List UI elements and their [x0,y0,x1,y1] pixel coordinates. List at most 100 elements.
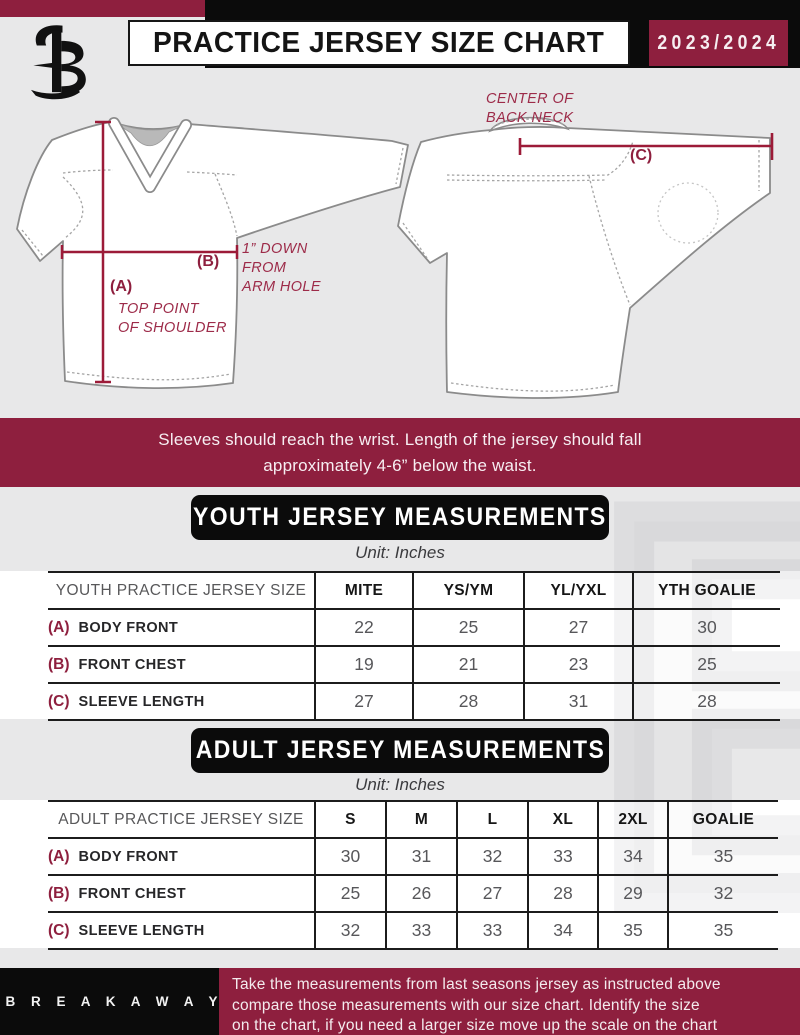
adult-col-size: ADULT PRACTICE JERSEY SIZE [48,800,315,839]
fit-notice-line1: Sleeves should reach the wrist. Length o… [158,429,642,449]
youth-row-sleeve-length: (C) SLEEVE LENGTH 27 28 31 28 [48,682,780,721]
youth-unit-label: Unit: Inches [355,543,445,562]
youth-header-row: YOUTH PRACTICE JERSEY SIZE MITE YS/YM YL… [48,571,780,610]
adult-col-xl: XL [527,800,598,839]
cell-value: 32 [456,837,528,876]
adult-banner-label: ADULT JERSEY MEASUREMENTS [195,736,605,764]
row-label: BODY FRONT [78,848,179,865]
row-label: BODY FRONT [78,619,179,636]
cell-value: 35 [597,911,668,950]
cell-value: 25 [412,608,524,647]
row-key: (C) [48,692,70,710]
back-collar [488,116,570,133]
cell-value: 34 [527,911,598,950]
cell-value: 28 [632,682,780,721]
cell-value: 34 [597,837,668,876]
cell-value: 28 [527,874,598,913]
footer-brand-name: B R E A K A W A Y [5,994,224,1009]
adult-col-l: L [456,800,528,839]
adult-header-row: ADULT PRACTICE JERSEY SIZE S M L XL 2XL … [48,800,778,839]
row-key: (C) [48,921,70,939]
footer-instructions: Take the measurements from last seasons … [219,968,800,1035]
measure-b-caption: 1” DOWN FROM ARM HOLE [242,241,321,296]
page-title-box: PRACTICE JERSEY SIZE CHART [128,20,630,66]
back-measurement-lines [518,133,774,160]
footer-brand-block: B R E A K A W A Y [0,968,219,1035]
adult-size-table: ADULT PRACTICE JERSEY SIZE S M L XL 2XL … [48,800,778,950]
cell-value: 33 [456,911,528,950]
cell-value: 30 [314,837,386,876]
cell-value: 29 [597,874,668,913]
cell-value: 19 [314,645,413,684]
cell-value: 31 [523,682,633,721]
header-maroon-strip [0,0,205,17]
cell-value: 22 [314,608,413,647]
back-seam-stitching [402,118,760,392]
fit-notice-line2: approximately 4-6” below the waist. [263,455,537,475]
adult-col-s: S [314,800,386,839]
cell-value: 27 [456,874,528,913]
cell-value: 33 [385,911,457,950]
adult-col-goalie: GOALIE [667,800,778,839]
season-badge: 2023/2024 [649,20,788,66]
cell-value: 28 [412,682,524,721]
footer-note-line3: on the chart, if you need a larger size … [232,1017,718,1034]
breakaway-logo-icon [31,25,86,100]
cell-value: 23 [523,645,633,684]
cell-value: 35 [667,911,778,950]
fit-notice-banner: Sleeves should reach the wrist. Length o… [0,418,800,487]
cell-value: 25 [314,874,386,913]
youth-col-mite: MITE [314,571,413,610]
measure-a-label: (A) [110,278,133,295]
cell-value: 26 [385,874,457,913]
youth-size-table: YOUTH PRACTICE JERSEY SIZE MITE YS/YM YL… [48,571,780,721]
back-jersey-outline [397,126,771,399]
cell-value: 35 [667,837,778,876]
back-armhole-guide [657,182,719,244]
youth-banner-label: YOUTH JERSEY MEASUREMENTS [193,503,607,531]
adult-unit-label: Unit: Inches [355,775,445,794]
page-title: PRACTICE JERSEY SIZE CHART [153,26,605,59]
adult-row-sleeve-length: (C) SLEEVE LENGTH 32 33 33 34 35 35 [48,911,778,950]
cell-value: 30 [632,608,780,647]
row-label: SLEEVE LENGTH [78,693,205,710]
adult-col-m: M [385,800,457,839]
cell-value: 25 [632,645,780,684]
cell-value: 21 [412,645,524,684]
row-key: (A) [48,847,70,865]
row-key: (B) [48,884,70,902]
adult-section-banner: ADULT JERSEY MEASUREMENTS [191,728,609,773]
measure-c-caption: CENTER OF BACK NECK [486,91,574,127]
front-measurement-lines [60,120,239,384]
row-key: (B) [48,655,70,673]
cell-value: 27 [523,608,633,647]
youth-col-ylyxl: YL/YXL [523,571,633,610]
row-key: (A) [48,618,70,636]
youth-col-ysym: YS/YM [412,571,524,610]
season-label: 2023/2024 [657,31,780,54]
adult-row-front-chest: (B) FRONT CHEST 25 26 27 28 29 32 [48,874,778,913]
row-label: FRONT CHEST [78,885,187,902]
footer-note-line2: compare those measurements with our size… [232,996,700,1014]
measure-b-label: (B) [197,253,220,270]
front-vneck-collar [109,118,191,192]
measure-c-label: (C) [630,147,653,164]
youth-col-goalie: YTH GOALIE [632,571,780,610]
cell-value: 32 [314,911,386,950]
youth-col-size: YOUTH PRACTICE JERSEY SIZE [48,571,315,610]
youth-row-front-chest: (B) FRONT CHEST 19 21 23 25 [48,645,780,684]
footer-note-line1: Take the measurements from last seasons … [232,976,721,993]
row-label: SLEEVE LENGTH [78,922,205,939]
front-seam-stitching [21,147,404,381]
adult-col-2xl: 2XL [597,800,668,839]
measure-a-caption: TOP POINT OF SHOULDER [118,301,227,337]
cell-value: 32 [667,874,778,913]
youth-section-banner: YOUTH JERSEY MEASUREMENTS [191,495,609,540]
front-jersey-diagram [16,117,409,389]
back-jersey-diagram [397,116,774,399]
cell-value: 31 [385,837,457,876]
cell-value: 27 [314,682,413,721]
row-label: FRONT CHEST [78,656,187,673]
adult-row-body-front: (A) BODY FRONT 30 31 32 33 34 35 [48,837,778,876]
